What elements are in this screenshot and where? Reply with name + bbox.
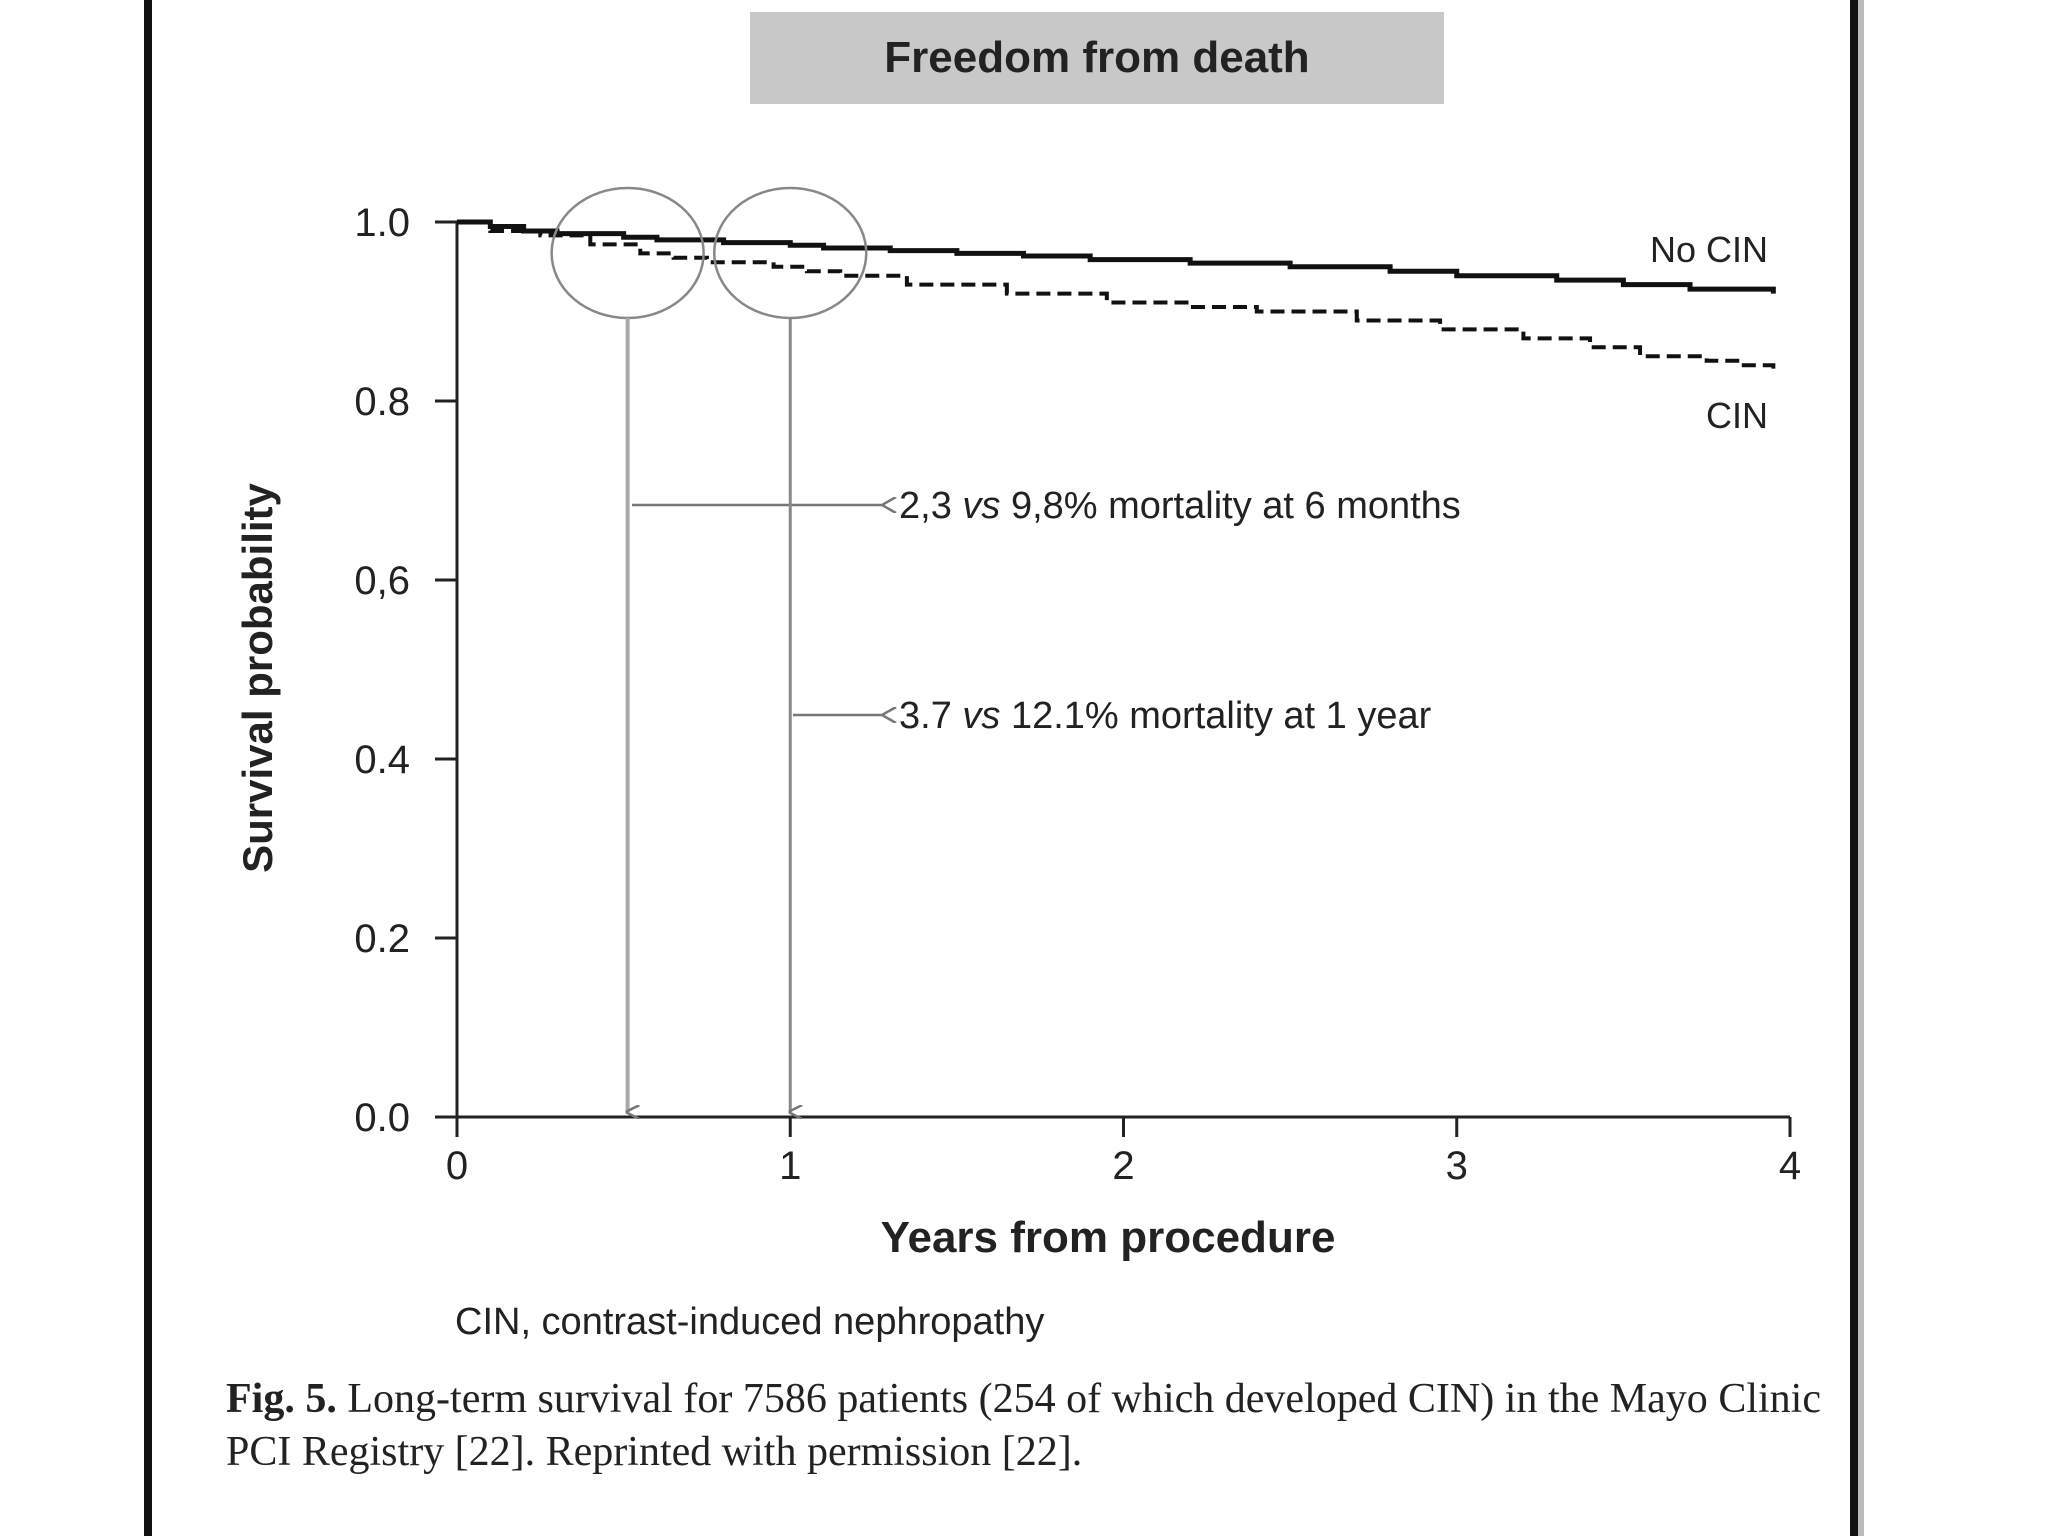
frame-right-border: [1850, 0, 1858, 1536]
caption-text: Long-term survival for 7586 patients (25…: [226, 1376, 1821, 1475]
series-line-cin: [457, 220, 1776, 370]
series-line-no-cin: [457, 219, 1776, 294]
chart-footnote: CIN, contrast-induced nephropathy: [455, 1301, 1044, 1343]
y-tick-label: 0.0: [354, 1096, 410, 1140]
y-tick-label: 0.8: [354, 380, 410, 424]
annotation-circle-one-year: [713, 186, 868, 320]
caption-label: Fig. 5.: [226, 1376, 337, 1422]
y-tick-label: 0.2: [354, 917, 410, 961]
x-tick-label: 3: [1446, 1144, 1468, 1188]
x-tick-label: 0: [446, 1144, 468, 1188]
y-axis-title: Survival probability: [234, 482, 281, 872]
legend-label-no-cin: No CIN: [1650, 229, 1768, 270]
legend-label-cin: CIN: [1706, 395, 1768, 436]
y-tick-label: 0,6: [354, 559, 410, 603]
x-tick-label: 1: [779, 1144, 801, 1188]
frame-shadow: [1858, 0, 1864, 1536]
annotation-label-six-months: 2,3 vs 9,8% mortality at 6 months: [899, 485, 1461, 527]
annotation-label-one-year: 3.7 vs 12.1% mortality at 1 year: [899, 695, 1432, 737]
y-tick-label: 0.4: [354, 738, 410, 782]
annotation-circle-six-months: [550, 186, 705, 320]
chart-title: Freedom from death: [750, 12, 1444, 104]
frame-left-border: [144, 0, 152, 1536]
x-tick-label: 2: [1112, 1144, 1134, 1188]
x-tick-label: 4: [1779, 1144, 1801, 1188]
figure-caption: Fig. 5. Long-term survival for 7586 pati…: [226, 1373, 1821, 1479]
y-tick-label: 1.0: [354, 201, 410, 245]
x-axis-title: Years from procedure: [881, 1213, 1336, 1262]
